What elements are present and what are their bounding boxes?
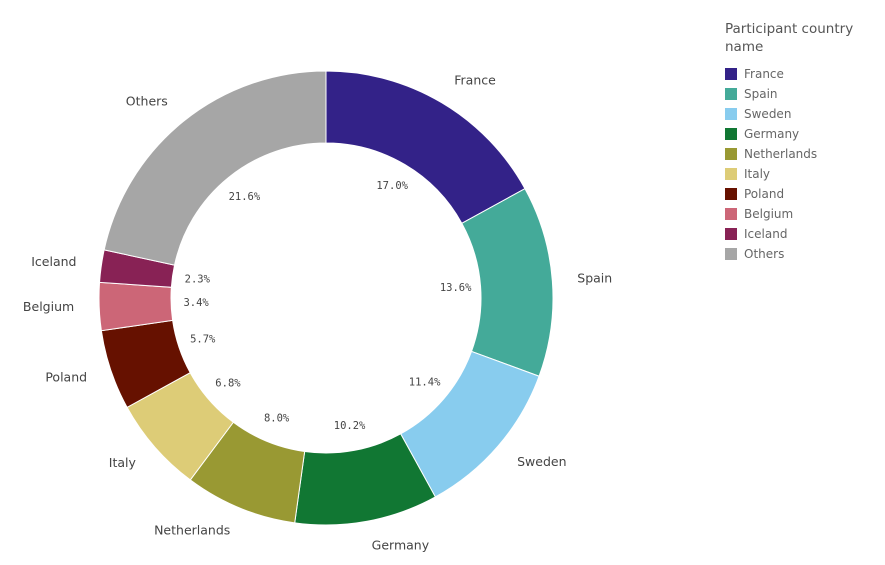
value-label: 2.3% [185, 274, 211, 286]
legend-item: Others [725, 244, 875, 264]
category-label: Spain [577, 271, 612, 286]
legend-item: Belgium [725, 204, 875, 224]
value-label: 3.4% [183, 297, 209, 309]
value-label: 8.0% [264, 412, 290, 424]
legend-swatch [725, 148, 737, 160]
value-label: 5.7% [190, 333, 216, 345]
legend-item: Iceland [725, 224, 875, 244]
slice [103, 70, 327, 266]
legend-item: France [725, 64, 875, 84]
legend-item: Italy [725, 164, 875, 184]
legend-label: Belgium [744, 207, 794, 221]
legend-label: Others [744, 247, 785, 261]
legend-label: Italy [744, 167, 771, 181]
legend-swatch [725, 168, 737, 180]
legend-swatch [725, 248, 737, 260]
legend-label: Sweden [744, 107, 792, 121]
category-label: Netherlands [154, 523, 230, 538]
slice [461, 187, 554, 377]
category-label: Sweden [517, 454, 566, 469]
legend-item: Netherlands [725, 144, 875, 164]
value-label: 17.0% [376, 180, 408, 192]
category-label: Poland [45, 370, 87, 385]
legend-item: Sweden [725, 104, 875, 124]
legend-swatch [725, 228, 737, 240]
slice [325, 70, 526, 225]
legend-label: France [744, 67, 784, 81]
legend-swatch [725, 208, 737, 220]
legend-title: Participant country name [725, 21, 854, 55]
legend-label: Germany [744, 127, 800, 141]
legend-item: Poland [725, 184, 875, 204]
chart: 17.0% France 13.6% Spain 11.4% Sweden 10.2% Ger… [23, 70, 612, 552]
value-label: 13.6% [440, 282, 472, 294]
category-label: Belgium [23, 299, 74, 314]
category-label: France [454, 73, 496, 88]
category-label: Others [126, 93, 168, 108]
value-label: 10.2% [334, 420, 366, 432]
legend-swatch [725, 188, 737, 200]
value-label: 21.6% [229, 191, 261, 203]
legend-swatch [725, 88, 737, 100]
legend-label: Iceland [744, 227, 788, 241]
legend-label: Spain [744, 87, 778, 101]
legend-swatch [725, 68, 737, 80]
legend-item: Germany [725, 124, 875, 144]
legend: Participant country name France Spain Swed… [725, 20, 875, 264]
value-label: 6.8% [215, 377, 241, 389]
category-label: Germany [372, 537, 430, 552]
value-label: 11.4% [409, 377, 441, 389]
category-label: Italy [109, 455, 137, 470]
legend-label: Poland [744, 187, 785, 201]
legend-swatch [725, 108, 737, 120]
legend-item: Spain [725, 84, 875, 104]
legend-label: Netherlands [744, 147, 818, 161]
legend-swatch [725, 128, 737, 140]
category-label: Iceland [31, 254, 76, 269]
